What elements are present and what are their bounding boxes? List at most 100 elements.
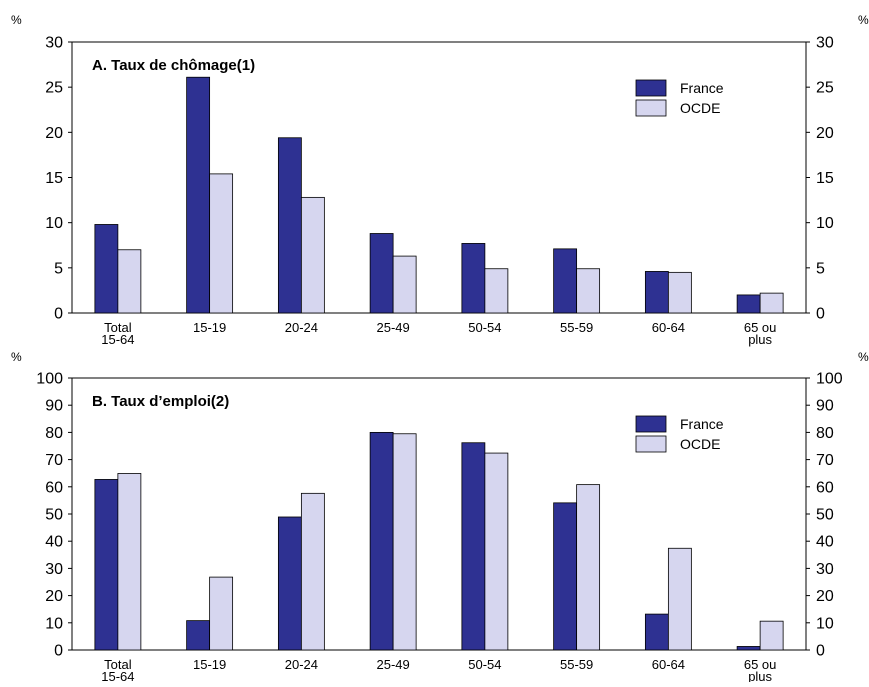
y-unit-label-right: % xyxy=(858,13,869,27)
x-tick-label: Total xyxy=(104,657,132,672)
y-tick-label-left: 20 xyxy=(45,125,63,142)
bar-ocde xyxy=(392,433,417,651)
bar-france xyxy=(94,479,119,651)
y-tick-label-left: 30 xyxy=(45,561,63,578)
bar-france xyxy=(461,243,486,314)
y-tick-label-left: 60 xyxy=(45,479,63,496)
x-tick-label: 55-59 xyxy=(560,320,593,335)
y-tick-label-right: 30 xyxy=(816,561,834,578)
bar-france xyxy=(186,620,211,651)
y-tick-label-left: 80 xyxy=(45,425,63,442)
x-tick-label: 25-49 xyxy=(377,657,410,672)
bar-ocde xyxy=(117,473,142,651)
bar-ocde xyxy=(300,492,325,651)
y-tick-label-left: 100 xyxy=(36,371,63,388)
legend-swatch-ocde xyxy=(635,435,667,453)
x-tick-label: 15-64 xyxy=(101,669,134,682)
y-tick-label-right: 15 xyxy=(816,170,834,187)
legend-swatch-france xyxy=(635,415,667,433)
y-tick-label-right: 0 xyxy=(816,306,825,323)
bar-france xyxy=(369,233,394,314)
y-tick-label-left: 30 xyxy=(45,35,63,52)
bar-ocde xyxy=(484,452,509,651)
x-tick-label: 25-49 xyxy=(377,320,410,335)
y-tick-label-right: 20 xyxy=(816,125,834,142)
bar-ocde xyxy=(759,620,784,651)
x-tick-label: 15-19 xyxy=(193,657,226,672)
bar-ocde xyxy=(759,292,784,314)
x-tick-label: 15-19 xyxy=(193,320,226,335)
bar-france xyxy=(644,271,669,314)
y-unit-label-right: % xyxy=(858,350,869,364)
y-tick-label-right: 10 xyxy=(816,615,834,632)
y-tick-label-left: 70 xyxy=(45,452,63,469)
x-tick-label: 50-54 xyxy=(468,320,501,335)
x-tick-label: Total xyxy=(104,320,132,335)
bar-ocde xyxy=(300,196,325,314)
bar-france xyxy=(369,431,394,651)
y-unit-label-left: % xyxy=(11,13,22,27)
x-tick-label: 20-24 xyxy=(285,320,318,335)
panel-title: A. Taux de chômage(1) xyxy=(92,57,255,74)
bar-france xyxy=(277,137,302,314)
bar-ocde xyxy=(576,484,601,651)
y-tick-label-right: 80 xyxy=(816,425,834,442)
legend-swatch-france xyxy=(635,79,667,97)
bar-france xyxy=(644,613,669,651)
y-tick-label-left: 20 xyxy=(45,588,63,605)
x-tick-label: 15-64 xyxy=(101,332,134,347)
x-tick-label: 55-59 xyxy=(560,657,593,672)
legend-label-france: France xyxy=(680,416,724,432)
x-tick-label: 65 ou xyxy=(744,657,777,672)
bar-france xyxy=(736,646,761,651)
y-unit-label-left: % xyxy=(11,350,22,364)
bar-ocde xyxy=(117,249,142,314)
legend-label-france: France xyxy=(680,80,724,96)
x-tick-label: plus xyxy=(748,332,772,347)
chart-panel-b: 0 0 10 10 20 20 30 30 40 40 50 50 60 60 70 70 80 80 90 90 10… xyxy=(11,350,869,684)
bar-ocde xyxy=(484,268,509,314)
y-tick-label-right: 20 xyxy=(816,588,834,605)
y-tick-label-right: 0 xyxy=(816,643,825,660)
legend-label-ocde: OCDE xyxy=(680,100,720,116)
y-tick-label-left: 10 xyxy=(45,215,63,232)
y-tick-label-left: 5 xyxy=(54,260,63,277)
bar-france xyxy=(553,502,578,651)
y-tick-label-right: 100 xyxy=(816,371,843,388)
y-tick-label-right: 50 xyxy=(816,507,834,524)
bar-france xyxy=(736,294,761,314)
bar-ocde xyxy=(209,576,234,651)
bar-france xyxy=(277,516,302,651)
y-tick-label-left: 0 xyxy=(54,306,63,323)
bar-france xyxy=(553,248,578,314)
bar-ocde xyxy=(576,268,601,314)
y-tick-label-right: 60 xyxy=(816,479,834,496)
y-tick-label-right: 90 xyxy=(816,398,834,415)
legend-label-ocde: OCDE xyxy=(680,436,720,452)
y-tick-label-right: 40 xyxy=(816,534,834,551)
y-tick-label-left: 90 xyxy=(45,398,63,415)
x-tick-label: plus xyxy=(748,669,772,682)
chart-panel-a: 0 0 5 5 10 10 15 15 20 20 25 25 30 30% % A. Taux de chô… xyxy=(11,13,869,347)
y-tick-label-right: 10 xyxy=(816,215,834,232)
x-tick-label: 60-64 xyxy=(652,320,685,335)
y-tick-label-left: 15 xyxy=(45,170,63,187)
y-tick-label-left: 25 xyxy=(45,80,63,97)
x-tick-label: 50-54 xyxy=(468,657,501,672)
bar-france xyxy=(186,76,211,314)
y-tick-label-left: 10 xyxy=(45,615,63,632)
y-tick-label-left: 0 xyxy=(54,643,63,660)
legend-swatch-ocde xyxy=(635,99,667,117)
bar-ocde xyxy=(209,173,234,314)
y-tick-label-left: 40 xyxy=(45,534,63,551)
panel-title: B. Taux d’emploi(2) xyxy=(92,393,229,410)
bar-ocde xyxy=(392,255,417,314)
x-tick-label: 65 ou xyxy=(744,320,777,335)
y-tick-label-left: 50 xyxy=(45,507,63,524)
bar-france xyxy=(461,442,486,651)
bar-ocde xyxy=(667,547,692,651)
bar-france xyxy=(94,224,119,314)
y-tick-label-right: 70 xyxy=(816,452,834,469)
y-tick-label-right: 30 xyxy=(816,35,834,52)
